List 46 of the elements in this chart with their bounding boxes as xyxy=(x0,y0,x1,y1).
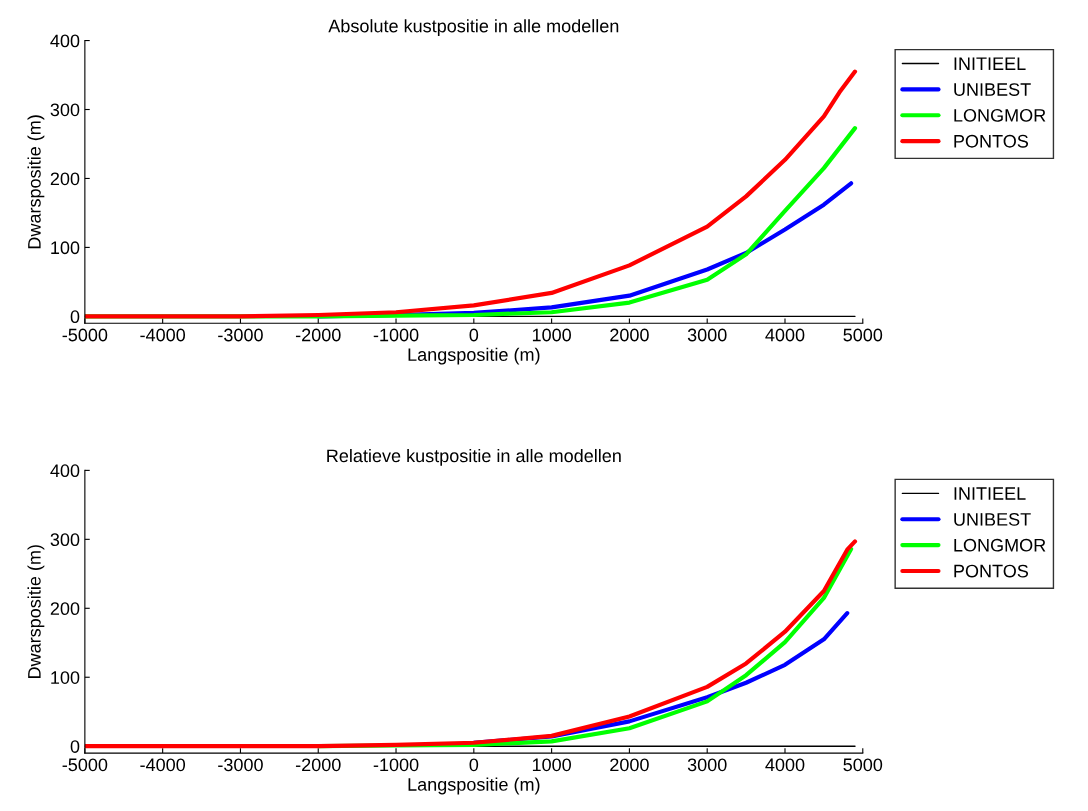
x-tick-label: 4000 xyxy=(765,758,805,772)
y-tick-label: 300 xyxy=(50,533,80,547)
x-tick-label: 4000 xyxy=(765,328,805,342)
y-tick-label: 200 xyxy=(50,172,80,186)
y-axis-title: Dwarspositie (m) xyxy=(27,545,45,678)
x-tick-label: -4000 xyxy=(140,758,186,772)
x-tick-label: -1000 xyxy=(373,758,419,772)
legend-label: LONGMOR xyxy=(954,538,1046,552)
x-axis-title: Langspositie (m) xyxy=(408,347,540,365)
x-axis-title: Langspositie (m) xyxy=(408,777,540,795)
legend-label: UNIBEST xyxy=(954,512,1031,526)
y-axis-title: Dwarspositie (m) xyxy=(27,115,45,249)
y-tick-label: 0 xyxy=(70,740,80,753)
legend-label: PONTOS xyxy=(954,564,1029,578)
x-tick-label: -1000 xyxy=(373,328,419,342)
x-tick-label: 0 xyxy=(469,758,479,772)
x-tick-label: 2000 xyxy=(610,328,649,342)
x-tick-label: 5000 xyxy=(843,328,883,342)
legend-label: INITIEEL xyxy=(954,57,1026,70)
y-tick-label: 100 xyxy=(51,671,80,684)
y-tick-label: 400 xyxy=(50,34,80,48)
x-tick-label: 2000 xyxy=(610,758,649,772)
x-tick-label: -3000 xyxy=(218,328,263,342)
x-tick-label: 5000 xyxy=(843,758,883,772)
x-tick-label: 1000 xyxy=(532,328,571,342)
y-tick-label: 0 xyxy=(70,310,80,324)
x-tick-label: -4000 xyxy=(140,328,186,342)
legend-label: PONTOS xyxy=(954,134,1029,148)
y-tick-label: 300 xyxy=(50,103,80,117)
legend-label: UNIBEST xyxy=(954,83,1031,96)
y-tick-label: 200 xyxy=(50,602,80,616)
x-tick-label: -2000 xyxy=(295,758,341,772)
x-tick-label: 1000 xyxy=(532,758,571,772)
legend-label: INITIEEL xyxy=(954,487,1026,500)
x-tick-label: 0 xyxy=(469,328,479,342)
x-tick-label: -5000 xyxy=(62,758,108,772)
y-tick-label: 100 xyxy=(51,241,80,255)
x-tick-label: -2000 xyxy=(295,328,341,342)
x-tick-label: -5000 xyxy=(62,328,108,342)
x-tick-label: 3000 xyxy=(687,328,727,342)
chart-title: Relatieve kustpositie in alle modellen xyxy=(327,448,621,466)
y-tick-label: 400 xyxy=(50,464,80,478)
legend-label: LONGMOR xyxy=(954,108,1046,122)
chart-title: Absolute kustpositie in alle modellen xyxy=(328,19,619,36)
x-tick-label: -3000 xyxy=(218,758,263,772)
x-tick-label: 3000 xyxy=(687,758,727,772)
